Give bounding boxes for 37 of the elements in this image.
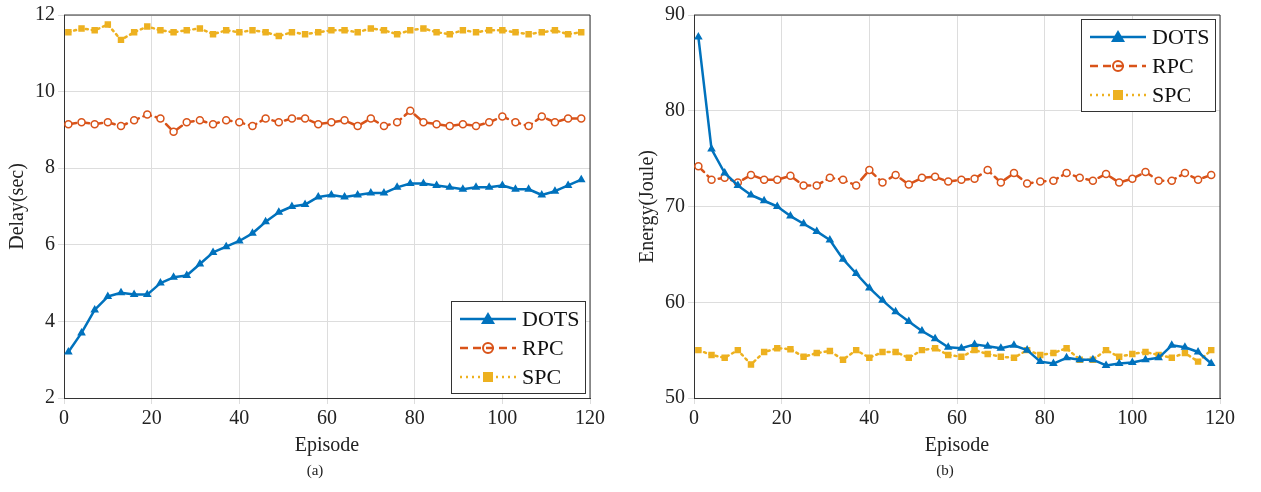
x-tick-label: 100 — [1117, 406, 1148, 429]
x-tick-label: 40 — [229, 406, 250, 429]
y-tick-label: 4 — [45, 308, 55, 331]
legend-label: DOTS — [1152, 23, 1210, 50]
y-tick-label: 12 — [35, 2, 55, 25]
y-tick-label: 70 — [665, 193, 685, 216]
y-tick-label: 80 — [665, 98, 685, 120]
x-axis-title: Episode — [924, 433, 990, 457]
y-axis-title: Energy(Joule) — [635, 150, 659, 263]
legend-label: DOTS — [522, 305, 580, 332]
legend-label: SPC — [1152, 81, 1192, 108]
x-tick-label: 120 — [575, 406, 605, 429]
text: (a) — [305, 462, 325, 479]
x-tick-label: 100 — [487, 406, 518, 429]
y-tick-label: 90 — [665, 2, 685, 25]
x-tick-label: 60 — [317, 406, 337, 429]
x-tick-label: 0 — [689, 406, 699, 429]
legend-label: RPC — [1152, 52, 1194, 79]
y-tick-label: 60 — [665, 289, 685, 312]
x-tick-label: 0 — [59, 406, 69, 429]
legend-label: RPC — [522, 334, 564, 361]
y-axis-title: Delay(sec) — [5, 163, 29, 250]
x-axis-title: Episode — [294, 433, 360, 457]
x-tick-label: 80 — [1034, 406, 1055, 429]
x-tick-label: 60 — [947, 406, 967, 429]
text: (b) — [935, 462, 955, 479]
y-tick-label: 10 — [35, 78, 55, 101]
y-tick-label: 8 — [45, 155, 55, 178]
x-tick-label: 80 — [404, 406, 425, 429]
x-tick-label: 20 — [141, 406, 162, 429]
y-tick-label: 50 — [665, 385, 685, 408]
x-tick-label: 20 — [771, 406, 792, 429]
x-tick-label: 120 — [1205, 406, 1235, 429]
y-tick-label: 2 — [45, 385, 55, 408]
legend-label: SPC — [522, 363, 562, 390]
x-tick-label: 40 — [859, 406, 880, 429]
y-tick-label: 6 — [45, 232, 55, 255]
